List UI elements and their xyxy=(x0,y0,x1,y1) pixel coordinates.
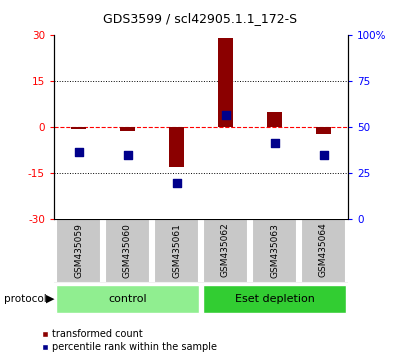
Text: GSM435061: GSM435061 xyxy=(172,223,181,278)
Text: protocol: protocol xyxy=(4,294,47,304)
Point xyxy=(320,152,327,158)
Text: GSM435060: GSM435060 xyxy=(123,223,132,278)
Point xyxy=(124,152,131,158)
Text: GSM435059: GSM435059 xyxy=(74,223,83,278)
Text: Eset depletion: Eset depletion xyxy=(234,294,314,304)
Text: GSM435064: GSM435064 xyxy=(319,223,328,278)
Point xyxy=(173,180,180,185)
Bar xyxy=(56,219,101,283)
Text: control: control xyxy=(108,294,147,304)
Bar xyxy=(120,127,135,131)
Legend: transformed count, percentile rank within the sample: transformed count, percentile rank withi… xyxy=(37,326,221,354)
Bar xyxy=(267,112,282,127)
Bar xyxy=(218,39,233,127)
Bar xyxy=(56,285,199,314)
Text: ▶: ▶ xyxy=(46,294,54,304)
Bar xyxy=(301,219,346,283)
Bar xyxy=(105,219,150,283)
Point xyxy=(271,140,278,145)
Bar xyxy=(203,285,346,314)
Bar xyxy=(316,127,331,133)
Bar xyxy=(154,219,199,283)
Point xyxy=(222,112,229,118)
Bar xyxy=(203,219,248,283)
Text: GSM435063: GSM435063 xyxy=(270,223,279,278)
Text: GSM435062: GSM435062 xyxy=(221,223,230,278)
Bar xyxy=(169,127,184,167)
Bar xyxy=(71,127,86,129)
Point xyxy=(75,149,82,155)
Text: GDS3599 / scl42905.1.1_172-S: GDS3599 / scl42905.1.1_172-S xyxy=(103,12,297,25)
Bar xyxy=(252,219,297,283)
